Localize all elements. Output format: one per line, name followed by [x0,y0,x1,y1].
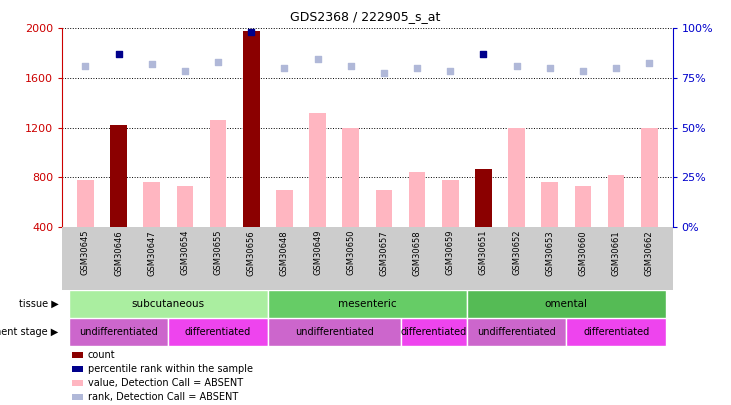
Bar [542,182,558,227]
Point [544,65,556,71]
Text: differentiated: differentiated [583,327,649,337]
Text: count: count [88,350,115,360]
Text: GSM30652: GSM30652 [512,230,521,275]
Bar [210,120,227,227]
Bar [467,318,567,346]
Text: GSM30648: GSM30648 [280,230,289,275]
Point [345,62,357,69]
Bar [575,186,591,227]
Bar [69,318,168,346]
Text: undifferentiated: undifferentiated [295,327,374,337]
Bar [72,352,83,358]
Text: subcutaneous: subcutaneous [132,299,205,309]
Point [179,67,191,74]
Point [311,56,323,63]
Point [246,29,257,35]
Bar [143,182,160,227]
Bar [567,318,666,346]
Text: mesenteric: mesenteric [338,299,397,309]
Bar [268,318,401,346]
Bar [508,128,525,227]
Text: tissue ▶: tissue ▶ [19,299,58,309]
Text: development stage ▶: development stage ▶ [0,327,58,337]
Text: GSM30649: GSM30649 [313,230,322,275]
Bar [376,190,393,227]
Text: undifferentiated: undifferentiated [79,327,158,337]
Point [444,67,456,74]
Text: GSM30658: GSM30658 [412,230,422,275]
Bar [72,366,83,372]
Text: GSM30646: GSM30646 [114,230,123,275]
Point [412,65,423,71]
Bar [72,394,83,400]
Point [477,51,489,58]
Point [113,51,124,58]
Text: GSM30654: GSM30654 [181,230,189,275]
Point [577,67,588,74]
Bar [641,128,658,227]
Text: GSM30659: GSM30659 [446,230,455,275]
Bar [276,190,292,227]
Bar [77,180,94,227]
Text: GSM30657: GSM30657 [379,230,388,275]
Point [378,70,390,76]
Text: GSM30655: GSM30655 [213,230,222,275]
Bar [110,125,126,227]
Text: GSM30660: GSM30660 [578,230,588,275]
Bar [467,290,666,318]
Bar [608,175,624,227]
Bar [243,31,260,227]
Point [212,59,224,65]
Bar [342,128,359,227]
Text: GSM30647: GSM30647 [147,230,156,275]
Text: omental: omental [545,299,588,309]
Text: GSM30650: GSM30650 [346,230,355,275]
Point [146,61,158,68]
Bar [442,180,458,227]
Text: GDS2368 / 222905_s_at: GDS2368 / 222905_s_at [290,10,441,23]
Bar [177,186,193,227]
Bar [475,168,492,227]
Bar [401,318,467,346]
Text: GSM30653: GSM30653 [545,230,554,275]
Bar [409,172,425,227]
Bar [69,290,268,318]
Point [511,62,523,69]
Bar [72,380,83,386]
Text: differentiated: differentiated [401,327,467,337]
Point [279,65,290,71]
Text: rank, Detection Call = ABSENT: rank, Detection Call = ABSENT [88,392,238,402]
Bar [309,113,326,227]
Point [80,62,91,69]
Text: GSM30662: GSM30662 [645,230,654,275]
Point [643,60,655,66]
Bar [268,290,467,318]
Text: GSM30651: GSM30651 [479,230,488,275]
Text: percentile rank within the sample: percentile rank within the sample [88,364,253,374]
Text: differentiated: differentiated [185,327,251,337]
Text: value, Detection Call = ABSENT: value, Detection Call = ABSENT [88,378,243,388]
Point [610,65,622,71]
Text: GSM30661: GSM30661 [612,230,621,275]
Text: GSM30645: GSM30645 [81,230,90,275]
Text: GSM30656: GSM30656 [247,230,256,275]
Bar [168,318,268,346]
Text: undifferentiated: undifferentiated [477,327,556,337]
